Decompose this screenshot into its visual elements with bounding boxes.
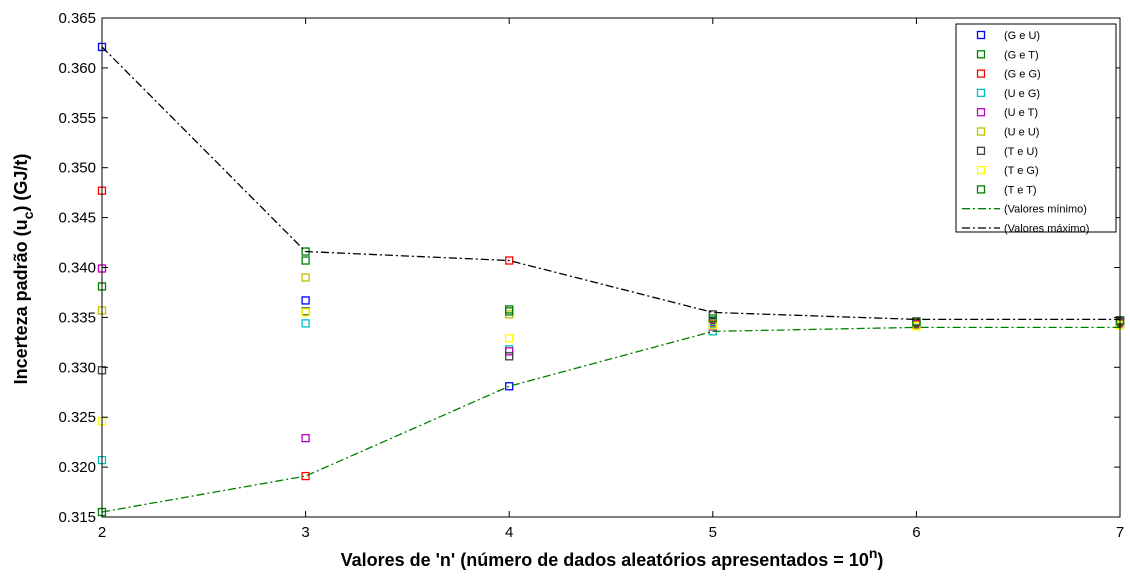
legend-entry-valores-minimo: (Valores mínimo): [962, 204, 1087, 216]
legend-entry-g-e-u: (G e U): [976, 30, 1040, 42]
x-tick-label: 2: [98, 524, 106, 541]
series-line: [101, 46, 1120, 321]
legend-label: (T e G): [1004, 165, 1039, 177]
legend-entry-t-e-g: (T e G): [976, 165, 1039, 177]
y-tick-label: 0.355: [58, 110, 96, 127]
y-tick-label: 0.365: [58, 10, 96, 27]
x-tick-label: 7: [1116, 524, 1124, 541]
legend-marker-swatch: [976, 108, 986, 117]
x-tick-label: 5: [709, 524, 717, 541]
x-tick-label: 4: [505, 524, 513, 541]
legend-entry-g-e-g: (G e G): [976, 69, 1041, 81]
legend-marker-swatch: [976, 165, 986, 175]
y-tick-label: 0.340: [58, 260, 96, 277]
data-point: [505, 256, 514, 265]
y-tick-label: 0.325: [58, 409, 96, 426]
legend-label: (U e G): [1004, 88, 1040, 100]
data-point: [505, 307, 514, 316]
ticks-layer: 2 3 4 5 6 7 0.315 0.320 0.325 0.330 0.335 0.340 0.34…: [58, 10, 1124, 541]
legend-entry-t-e-t: (T e T): [976, 184, 1037, 196]
legend-marker-swatch: [976, 127, 986, 136]
legend-marker-swatch: [976, 185, 986, 194]
legend-marker-swatch: [976, 146, 986, 155]
legend-label: (G e T): [1004, 49, 1039, 61]
data-point: [301, 308, 310, 317]
data-point: [301, 296, 310, 305]
legend-entry-t-e-u: (T e U): [976, 146, 1038, 158]
data-point: [505, 382, 514, 391]
y-tick-label: 0.345: [58, 210, 96, 227]
data-point: [301, 256, 310, 265]
legend-label: (Valores máximo): [1004, 223, 1089, 235]
y-tick-label: 0.335: [58, 309, 96, 326]
legend-entry-u-e-u: (U e U): [976, 127, 1039, 139]
legend-label: (G e U): [1004, 30, 1040, 42]
data-point: [505, 347, 514, 356]
y-tick-label: 0.315: [58, 509, 96, 526]
y-tick-label: 0.330: [58, 359, 96, 376]
x-axis-label-main: Valores de 'n' (número de dados aleatóri…: [341, 550, 869, 570]
x-tick-label: 6: [912, 524, 920, 541]
legend-entry-u-e-g: (U e G): [976, 88, 1040, 100]
legend-label: (U e T): [1004, 107, 1038, 119]
legend: (G e U) (G e T) (G e G) (U e G) (U e T) (U e …: [955, 23, 1117, 235]
y-tick-label: 0.320: [58, 459, 96, 476]
y-axis-label-main: Incerteza padrão (u: [11, 219, 31, 384]
x-axis-label-superscript: n: [869, 545, 878, 561]
x-axis-label: Valores de 'n' (número de dados aleatóri…: [341, 545, 884, 570]
series-valores-minimo: [101, 326, 1120, 513]
series-line: [101, 326, 1120, 513]
legend-label: (Valores mínimo): [1004, 204, 1087, 216]
data-point: [301, 319, 310, 328]
data-point: [708, 314, 717, 323]
x-axis-label-end: ): [877, 550, 883, 570]
legend-label: (G e G): [1004, 69, 1041, 81]
series-valores-maximo: [101, 46, 1120, 321]
legend-marker-swatch: [976, 50, 986, 59]
legend-entry-u-e-t: (U e T): [976, 107, 1038, 119]
legend-marker-swatch: [976, 69, 986, 78]
legend-entry-valores-maximo: (Valores máximo): [962, 223, 1089, 235]
legend-label: (T e T): [1004, 184, 1037, 196]
y-axis-label: Incerteza padrão (uc) (GJ/t): [11, 154, 36, 385]
y-axis-label-end: ) (GJ/t): [11, 154, 31, 212]
y-tick-label: 0.350: [58, 160, 96, 177]
y-axis-label-subscript: c: [20, 211, 36, 219]
legend-marker-swatch: [976, 88, 986, 98]
data-point: [505, 334, 514, 343]
data-point: [301, 434, 310, 443]
data-point: [301, 273, 310, 282]
legend-marker-swatch: [976, 30, 986, 40]
x-tick-label: 3: [301, 524, 309, 541]
legend-label: (T e U): [1004, 146, 1038, 158]
data-point: [505, 352, 514, 361]
data-point: [912, 318, 921, 327]
legend-entry-g-e-t: (G e T): [976, 49, 1039, 61]
y-tick-label: 0.360: [58, 60, 96, 77]
legend-label: (U e U): [1004, 127, 1039, 139]
plot-area: [102, 18, 1120, 517]
